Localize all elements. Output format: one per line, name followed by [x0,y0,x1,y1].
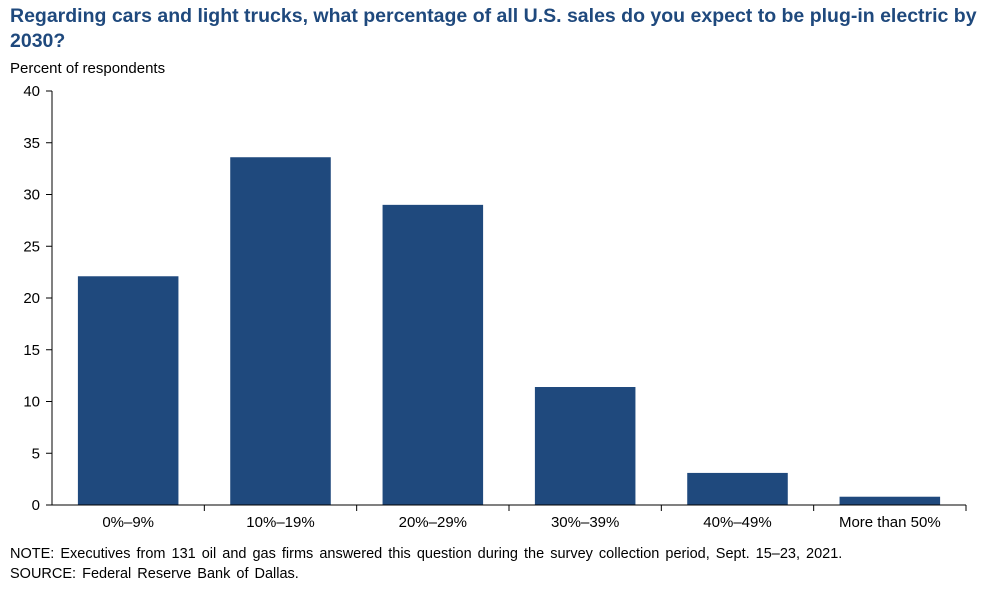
x-tick-label: 20%–29% [399,514,467,531]
y-tick-label: 35 [23,135,40,152]
y-tick-label: 25 [23,238,40,255]
y-tick-label: 15 [23,342,40,359]
y-tick-label: 0 [32,497,40,514]
footnote: NOTE: Executives from 131 oil and gas fi… [10,544,842,584]
bar-chart: 0 5 10 15 20 25 30 35 40 0%–9% 10%–19% 20%–29% 30%–… [23,83,967,531]
note-text: NOTE: Executives from 131 oil and gas fi… [10,546,843,562]
y-tick-label: 20 [23,290,40,307]
y-tick-label: 30 [23,187,40,204]
x-tick-label: 30%–39% [551,514,619,531]
y-tick-label: 5 [32,445,40,462]
x-tick-label: 40%–49% [703,514,771,531]
chart-title: Regarding cars and light trucks, what pe… [10,5,977,52]
bar-3 [382,204,484,505]
y-ticks-group: 0 5 10 15 20 25 30 35 40 [23,83,40,514]
x-tick-label: 0%–9% [102,514,154,531]
bars-group [77,157,941,506]
x-tick-label: 10%–19% [246,514,314,531]
y-tick-label: 10 [23,394,40,411]
bar-1 [77,276,179,505]
bar-5 [687,472,788,505]
source-text: SOURCE: Federal Reserve Bank of Dallas. [10,566,299,582]
x-tick-label: More than 50% [839,514,941,531]
x-ticks-group: 0%–9% 10%–19% 20%–29% 30%–39% 40%–49% More th… [102,514,940,531]
axes-group [46,90,967,511]
y-tick-label: 40 [23,83,40,100]
bar-6 [839,496,941,505]
y-axis-label: Percent of respondents [10,60,166,77]
bar-2 [230,157,331,506]
bar-4 [534,387,636,505]
